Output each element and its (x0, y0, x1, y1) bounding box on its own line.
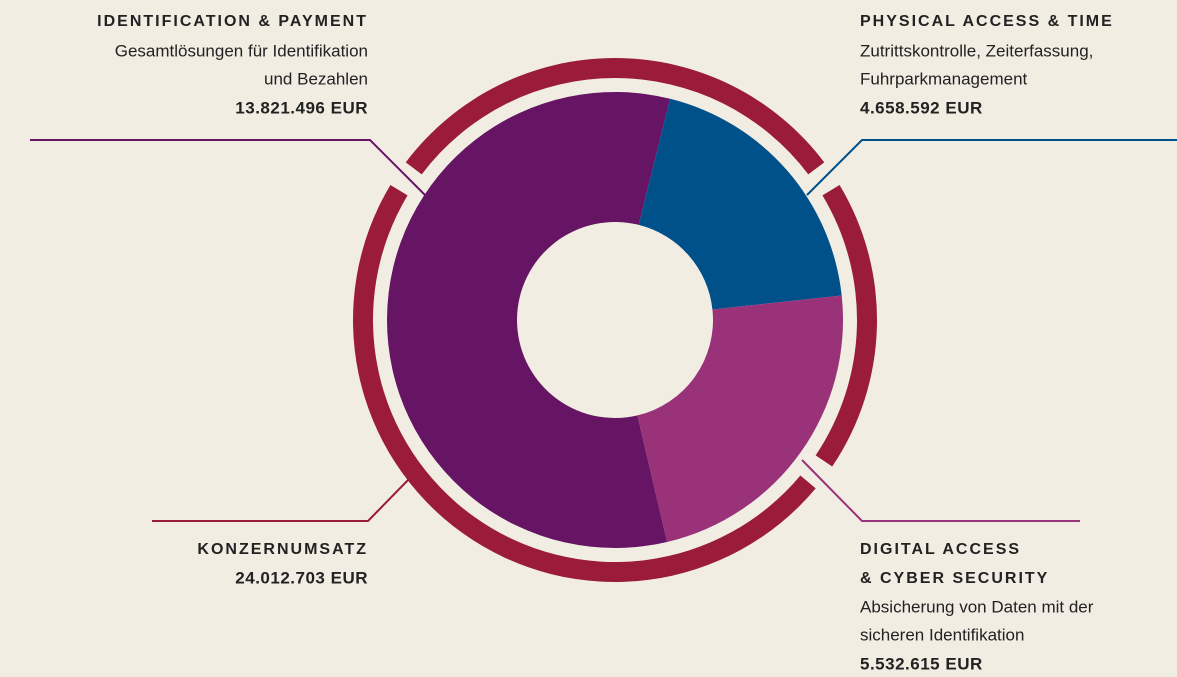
leader-line (30, 139, 426, 196)
segment-title: DIGITAL ACCESS (860, 541, 1021, 558)
segment-description: und Bezahlen (264, 69, 368, 88)
segment-title: PHYSICAL ACCESS & TIME (860, 13, 1114, 30)
segment (638, 98, 842, 310)
segment-description: Zutrittskontrolle, Zeiterfassung, (860, 41, 1093, 60)
total-title: KONZERNUMSATZ (197, 541, 368, 558)
total-value: 24.012.703 EUR (235, 568, 368, 587)
segment (637, 295, 843, 542)
segment-description: Absicherung von Daten mit der (860, 597, 1094, 616)
segment-description: Fuhrparkmanagement (860, 69, 1028, 88)
leader-line (806, 139, 1177, 196)
segment-description: Gesamtlösungen für Identifikation (115, 41, 368, 60)
segment (386, 91, 671, 549)
segment-title: & CYBER SECURITY (860, 570, 1049, 587)
value-label: 4.658.592 EUR (860, 98, 983, 117)
leader-line (801, 459, 1080, 522)
segment-title: IDENTIFICATION & PAYMENT (97, 13, 368, 30)
leader-line (152, 477, 411, 522)
value-label: 5.532.615 EUR (860, 654, 983, 673)
value-label: 13.821.496 EUR (235, 98, 368, 117)
segment-description: sicheren Identifikation (860, 625, 1024, 644)
